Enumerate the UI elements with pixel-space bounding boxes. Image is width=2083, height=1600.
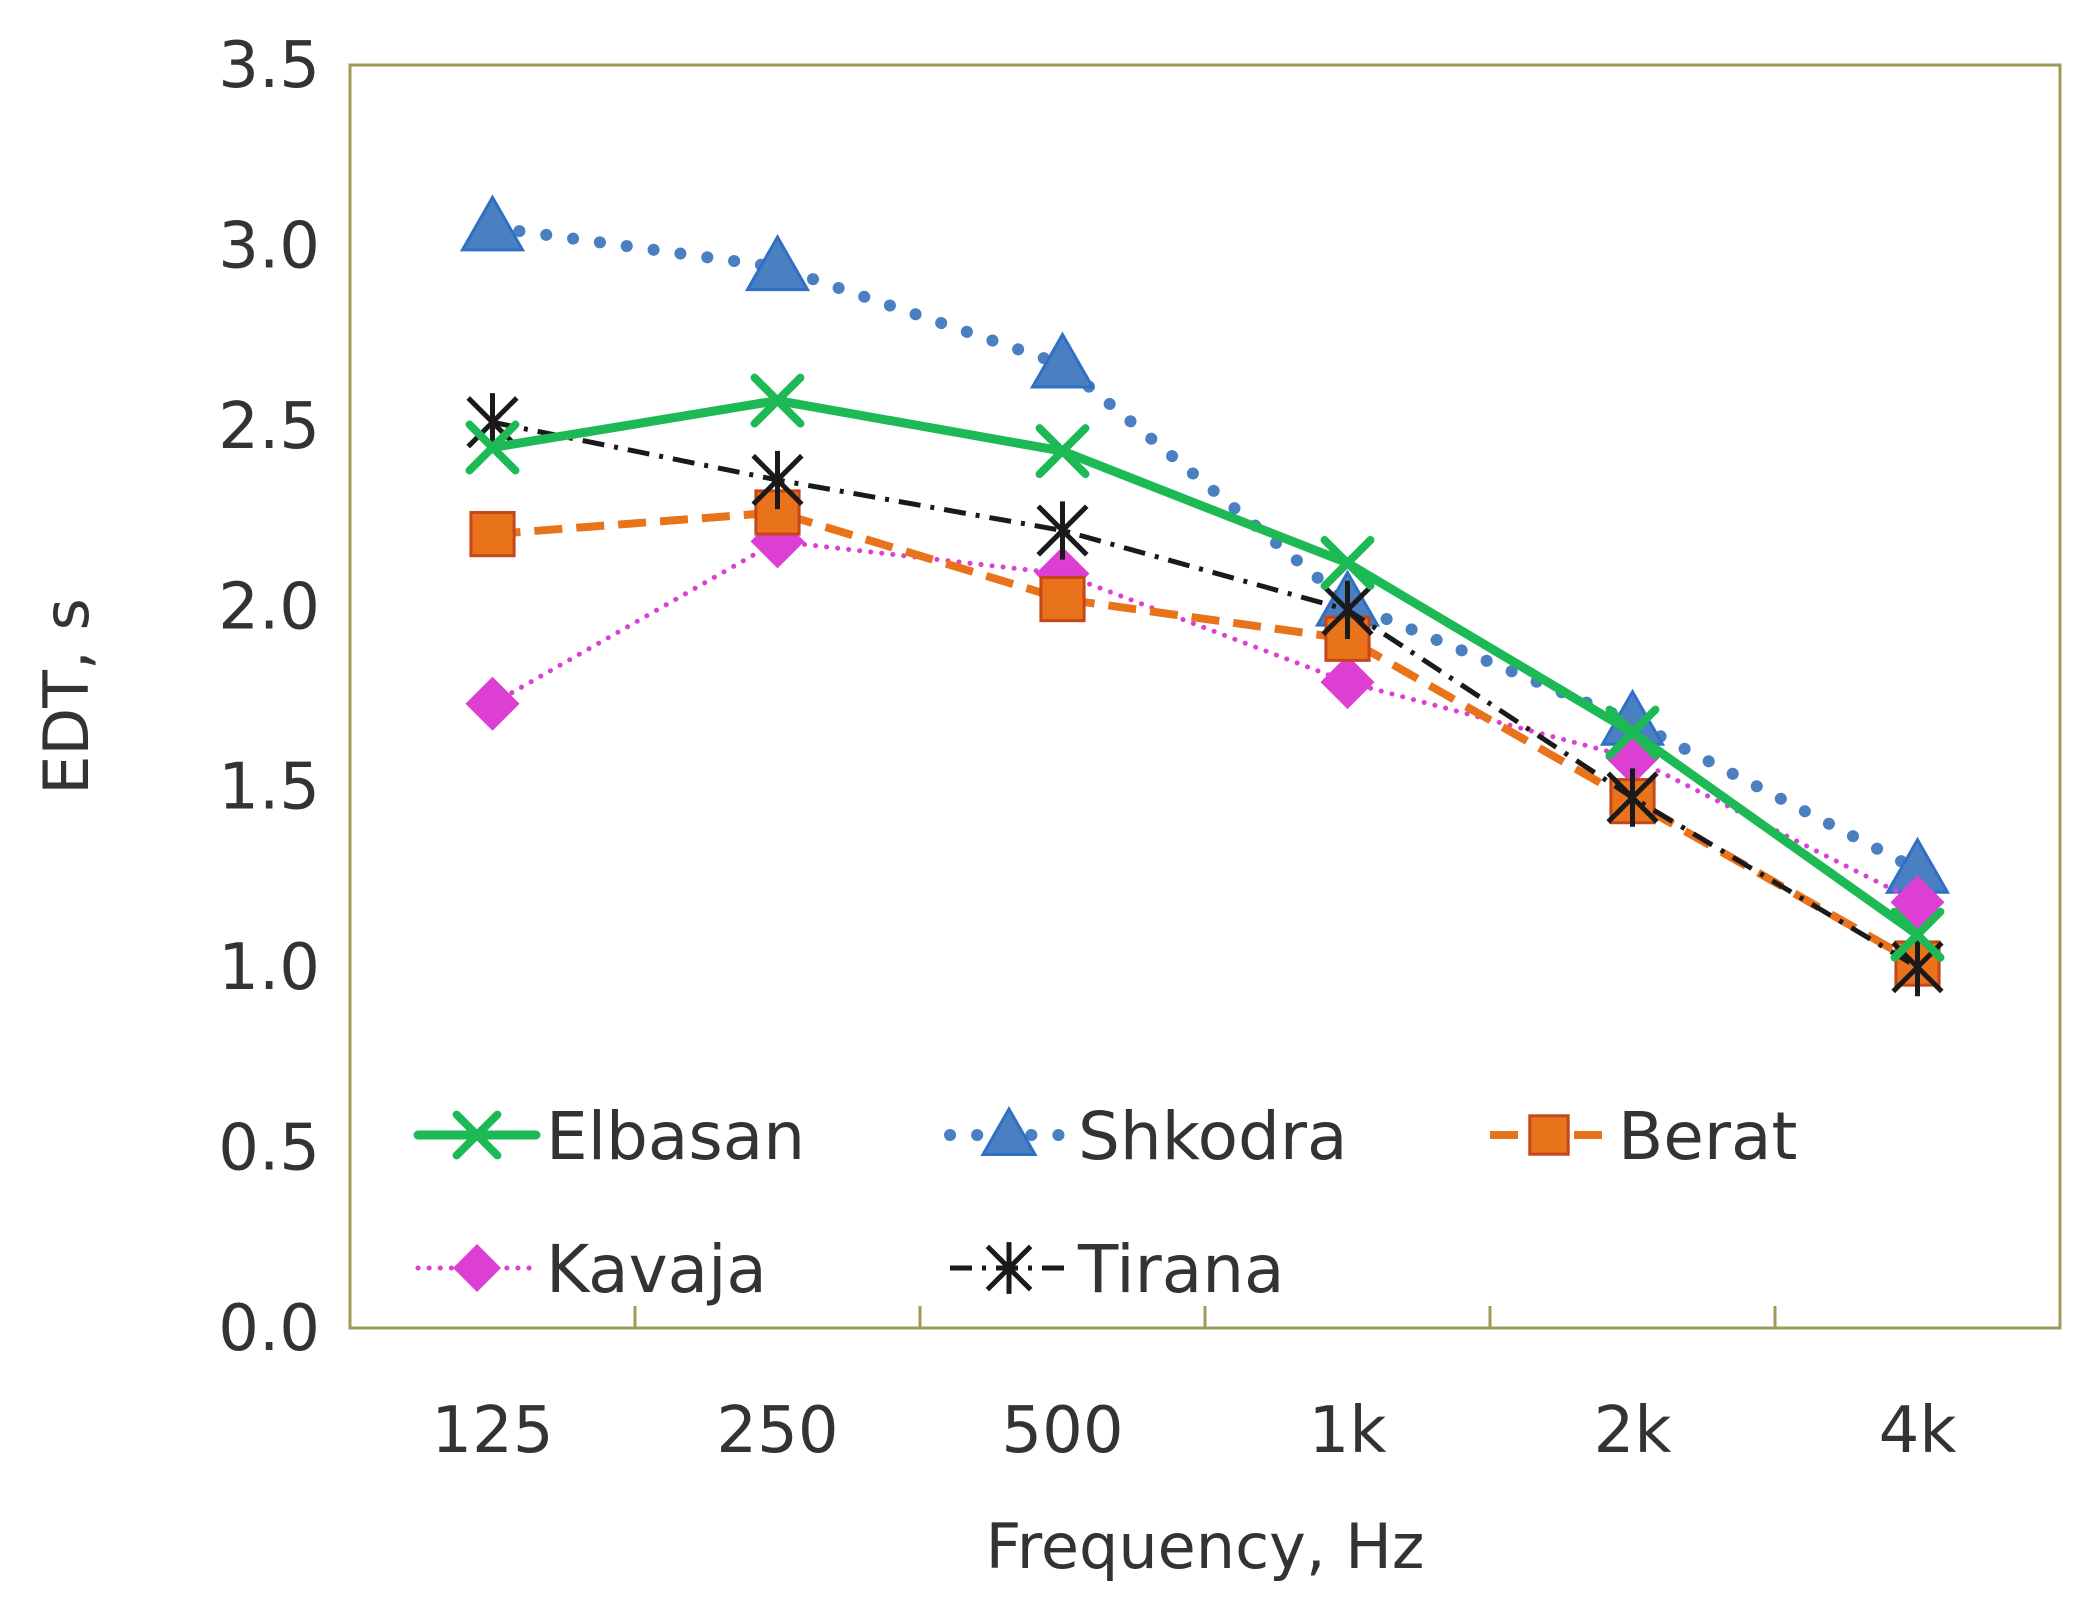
marker-stroke xyxy=(1320,536,1375,590)
point-tirana-250 xyxy=(751,450,804,510)
point-berat-125 xyxy=(469,511,516,558)
series-line-elbasan xyxy=(488,396,1922,940)
legend-label-kavaja: Kavaja xyxy=(546,1231,767,1308)
legend-label-shkodra: Shkodra xyxy=(1078,1098,1347,1175)
legend-item-kavaja: Kavaja xyxy=(415,1231,767,1308)
x-tick-label: 1k xyxy=(1309,1394,1387,1468)
series-line-shkodra xyxy=(486,221,1924,876)
legend-marker-elbasan xyxy=(452,1110,502,1160)
y-tick-label: 1.0 xyxy=(218,931,320,1005)
legend: Elbasan Shkodra Berat Kavaja Tirana xyxy=(413,1098,1797,1308)
legend-marker-tirana xyxy=(985,1242,1033,1294)
marker-stroke xyxy=(1890,907,1945,962)
point-shkodra-125 xyxy=(459,194,526,252)
point-tirana-1k xyxy=(1321,580,1374,640)
point-elbasan-2k xyxy=(1605,705,1660,760)
y-tick-label: 3.0 xyxy=(218,209,320,283)
x-tick-label: 250 xyxy=(716,1394,838,1468)
point-berat-500 xyxy=(1039,575,1086,623)
legend-marker-shkodra xyxy=(980,1105,1038,1156)
point-shkodra-250 xyxy=(744,234,811,292)
point-tirana-125 xyxy=(466,393,519,452)
y-axis-title: EDT, s xyxy=(30,598,103,795)
marker-stroke xyxy=(452,1110,502,1160)
y-tick-label: 0.0 xyxy=(218,1292,320,1366)
legend-label-elbasan: Elbasan xyxy=(546,1098,805,1175)
legend-item-shkodra: Shkodra xyxy=(944,1098,1347,1175)
y-tick-label: 0.5 xyxy=(218,1112,320,1186)
point-kavaja-125 xyxy=(465,676,520,731)
point-elbasan-250 xyxy=(750,373,805,428)
legend-item-elbasan: Elbasan xyxy=(413,1098,805,1175)
legend-label-berat: Berat xyxy=(1618,1098,1797,1175)
series-elbasan xyxy=(465,373,1945,962)
series-line-berat xyxy=(492,508,1920,968)
legend-label-tirana: Tirana xyxy=(1077,1231,1284,1308)
x-tick-label: 2k xyxy=(1594,1394,1672,1468)
legend-item-berat: Berat xyxy=(1490,1098,1797,1175)
series-layer xyxy=(459,194,1951,997)
axes: 0.0 0.5 1.0 1.5 2.0 2.5 3.0 3.5 125 250 500 1k 2k 4k F… xyxy=(30,29,2062,1583)
point-elbasan-1k xyxy=(1320,536,1375,590)
x-axis-title: Frequency, Hz xyxy=(986,1510,1425,1583)
x-tick-label: 500 xyxy=(1001,1394,1123,1468)
point-kavaja-1k xyxy=(1320,655,1375,710)
y-tick-label: 2.0 xyxy=(218,570,320,644)
legend-marker-berat xyxy=(1528,1114,1570,1156)
legend-marker-kavaja xyxy=(453,1244,501,1292)
y-tick-label: 1.5 xyxy=(218,751,320,825)
legend-item-tirana: Tirana xyxy=(950,1231,1284,1308)
point-shkodra-500 xyxy=(1029,331,1096,389)
point-elbasan-4k xyxy=(1890,907,1945,962)
x-tick-label: 4k xyxy=(1879,1394,1957,1468)
marker-stroke xyxy=(1605,705,1660,760)
series-tirana xyxy=(466,393,1944,997)
y-tick-label: 2.5 xyxy=(218,390,320,464)
marker-stroke xyxy=(465,420,520,475)
point-tirana-500 xyxy=(1036,501,1089,560)
point-elbasan-125 xyxy=(465,420,520,475)
x-tick-label: 125 xyxy=(431,1394,553,1468)
marker-stroke xyxy=(1035,424,1090,479)
marker-stroke xyxy=(750,373,805,428)
series-berat xyxy=(469,489,1941,987)
point-tirana-2k xyxy=(1606,768,1659,827)
series-shkodra xyxy=(459,194,1951,894)
series-kavaja xyxy=(465,514,1945,930)
series-line-tirana xyxy=(492,419,1919,970)
series-line-kavaja xyxy=(490,538,1920,905)
y-tick-label: 3.5 xyxy=(218,29,320,103)
point-elbasan-500 xyxy=(1035,424,1090,479)
